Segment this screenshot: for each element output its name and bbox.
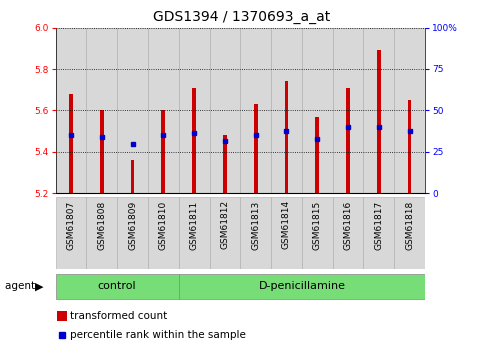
Text: GSM61808: GSM61808 xyxy=(97,200,106,249)
Bar xyxy=(333,28,364,193)
Bar xyxy=(302,28,333,193)
Text: control: control xyxy=(98,282,136,291)
Bar xyxy=(271,28,302,193)
Bar xyxy=(254,104,257,193)
Bar xyxy=(210,197,240,269)
Bar xyxy=(57,310,67,321)
Bar xyxy=(408,100,412,193)
Bar xyxy=(364,28,394,193)
Text: GSM61814: GSM61814 xyxy=(282,200,291,249)
Bar xyxy=(223,135,227,193)
Bar xyxy=(56,274,179,299)
Bar xyxy=(179,28,210,193)
Bar xyxy=(284,81,288,193)
Bar xyxy=(210,28,240,193)
Bar xyxy=(394,197,425,269)
Bar xyxy=(56,28,86,193)
Bar xyxy=(192,88,196,193)
Bar xyxy=(100,110,103,193)
Text: GSM61813: GSM61813 xyxy=(251,200,260,249)
Text: percentile rank within the sample: percentile rank within the sample xyxy=(71,330,246,339)
Text: agent: agent xyxy=(5,282,38,291)
Text: GSM61807: GSM61807 xyxy=(67,200,75,249)
Text: GSM61809: GSM61809 xyxy=(128,200,137,249)
Text: GSM61810: GSM61810 xyxy=(159,200,168,249)
Text: GSM61816: GSM61816 xyxy=(343,200,353,249)
Bar xyxy=(117,197,148,269)
Text: GSM61818: GSM61818 xyxy=(405,200,414,249)
Text: GSM61812: GSM61812 xyxy=(220,200,229,249)
Bar xyxy=(161,110,165,193)
Bar xyxy=(86,28,117,193)
Bar xyxy=(148,197,179,269)
Bar xyxy=(69,94,73,193)
Bar xyxy=(346,88,350,193)
Bar xyxy=(86,197,117,269)
Bar xyxy=(56,197,86,269)
Text: transformed count: transformed count xyxy=(71,311,168,321)
Bar xyxy=(240,197,271,269)
Bar xyxy=(377,50,381,193)
Bar xyxy=(179,197,210,269)
Bar xyxy=(131,160,134,193)
Text: ▶: ▶ xyxy=(35,282,43,291)
Bar xyxy=(302,197,333,269)
Bar xyxy=(117,28,148,193)
Text: D-penicillamine: D-penicillamine xyxy=(258,282,345,291)
Text: GDS1394 / 1370693_a_at: GDS1394 / 1370693_a_at xyxy=(153,10,330,24)
Text: GSM61817: GSM61817 xyxy=(374,200,384,249)
Bar xyxy=(394,28,425,193)
Bar xyxy=(148,28,179,193)
Bar xyxy=(333,197,364,269)
Bar xyxy=(271,197,302,269)
Bar xyxy=(364,197,394,269)
Text: GSM61811: GSM61811 xyxy=(190,200,199,249)
Bar xyxy=(240,28,271,193)
Bar xyxy=(315,117,319,193)
Text: GSM61815: GSM61815 xyxy=(313,200,322,249)
Bar xyxy=(179,274,425,299)
